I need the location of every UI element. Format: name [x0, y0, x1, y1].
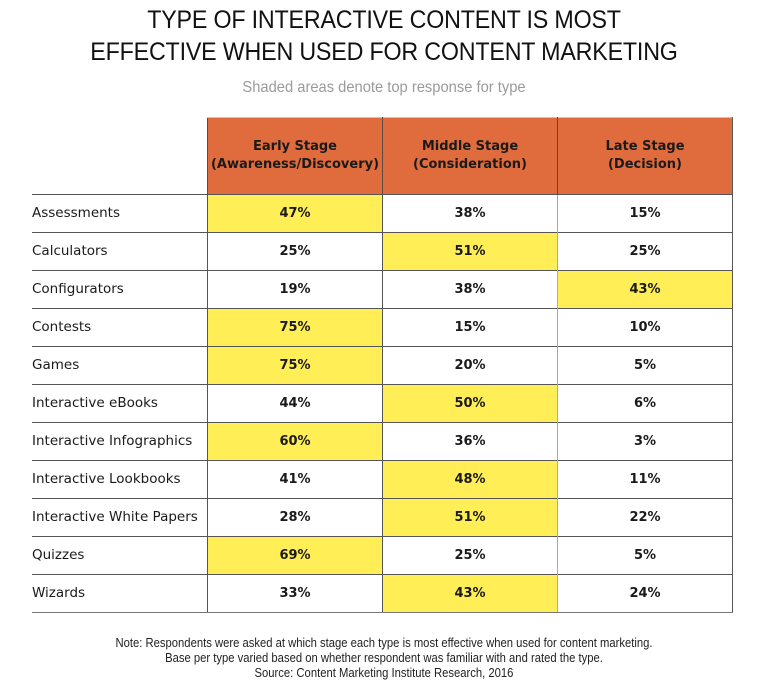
value-cell: 10% — [557, 307, 733, 346]
table-row: Interactive White Papers 28% 51% 22% — [32, 497, 733, 536]
value-cell: 28% — [207, 497, 383, 536]
row-label: Assessments — [32, 193, 208, 232]
value-cell: 44% — [207, 383, 383, 422]
table-row: Interactive eBooks 44% 50% 6% — [32, 383, 733, 422]
footnote-line-1: Note: Respondents were asked at which st… — [115, 636, 653, 650]
value-cell: 3% — [557, 421, 733, 460]
value-cell: 38% — [382, 193, 558, 232]
table-row: Configurators 19% 38% 43% — [32, 269, 733, 308]
table-row: Interactive Lookbooks 41% 48% 11% — [32, 459, 733, 498]
value-cell: 5% — [557, 345, 733, 384]
value-cell-top-response: 43% — [382, 573, 558, 613]
row-label: Wizards — [32, 573, 208, 613]
value-cell-top-response: 43% — [557, 269, 733, 308]
value-cell: 33% — [207, 573, 383, 613]
value-cell: 20% — [382, 345, 558, 384]
column-header-subtitle: (Consideration) — [413, 156, 527, 172]
value-cell: 11% — [557, 459, 733, 498]
row-label: Games — [32, 345, 208, 384]
row-label: Interactive White Papers — [32, 497, 208, 536]
header-corner — [32, 117, 208, 194]
value-cell: 6% — [557, 383, 733, 422]
results-table: Early Stage (Awareness/Discovery) Middle… — [32, 117, 733, 613]
value-cell-top-response: 47% — [207, 193, 383, 232]
value-cell: 5% — [557, 535, 733, 574]
footnote: Note: Respondents were asked at which st… — [38, 636, 729, 681]
value-cell: 41% — [207, 459, 383, 498]
value-cell: 19% — [207, 269, 383, 308]
title-line-2: EFFECTIVE WHEN USED FOR CONTENT MARKETIN… — [90, 38, 678, 66]
value-cell-top-response: 60% — [207, 421, 383, 460]
table-body: Assessments 47% 38% 15% Calculators 25% 51% 25%… — [32, 193, 733, 613]
table-row: Interactive Infographics 60% 36% 3% — [32, 421, 733, 460]
value-cell-top-response: 75% — [207, 307, 383, 346]
footnote-line-2: Base per type varied based on whether re… — [165, 651, 603, 665]
value-cell: 22% — [557, 497, 733, 536]
value-cell: 38% — [382, 269, 558, 308]
header-row: Early Stage (Awareness/Discovery) Middle… — [32, 117, 733, 194]
value-cell-top-response: 69% — [207, 535, 383, 574]
value-cell: 25% — [207, 231, 383, 270]
title-line-1: TYPE OF INTERACTIVE CONTENT IS MOST — [147, 6, 621, 34]
table-row: Assessments 47% 38% 15% — [32, 193, 733, 232]
row-label: Contests — [32, 307, 208, 346]
column-header-middle-stage: Middle Stage (Consideration) — [382, 117, 558, 194]
row-label: Quizzes — [32, 535, 208, 574]
column-header-late-stage: Late Stage (Decision) — [557, 117, 733, 194]
column-header-subtitle: (Awareness/Discovery) — [210, 156, 380, 172]
value-cell-top-response: 48% — [382, 459, 558, 498]
row-label: Calculators — [32, 231, 208, 270]
column-header-subtitle: (Decision) — [607, 156, 683, 172]
table-row: Wizards 33% 43% 24% — [32, 573, 733, 613]
value-cell: 15% — [382, 307, 558, 346]
table-row: Games 75% 20% 5% — [32, 345, 733, 384]
row-label: Interactive eBooks — [32, 383, 208, 422]
value-cell: 25% — [382, 535, 558, 574]
value-cell-top-response: 51% — [382, 231, 558, 270]
footnote-source: Source: Content Marketing Institute Rese… — [254, 666, 514, 680]
table-row: Contests 75% 15% 10% — [32, 307, 733, 346]
column-header-title: Middle Stage — [421, 138, 519, 154]
column-header-title: Late Stage — [605, 138, 685, 154]
column-header-title: Early Stage — [253, 138, 337, 154]
row-label: Interactive Lookbooks — [32, 459, 208, 498]
value-cell: 24% — [557, 573, 733, 613]
value-cell: 25% — [557, 231, 733, 270]
table-row: Quizzes 69% 25% 5% — [32, 535, 733, 574]
value-cell: 15% — [557, 193, 733, 232]
value-cell-top-response: 75% — [207, 345, 383, 384]
table-row: Calculators 25% 51% 25% — [32, 231, 733, 270]
chart-title: TYPE OF INTERACTIVE CONTENT IS MOST EFFE… — [27, 4, 741, 68]
row-label: Interactive Infographics — [32, 421, 208, 460]
value-cell-top-response: 50% — [382, 383, 558, 422]
value-cell: 36% — [382, 421, 558, 460]
column-header-early-stage: Early Stage (Awareness/Discovery) — [207, 117, 383, 194]
chart-subtitle: Shaded areas denote top response for typ… — [242, 79, 526, 96]
value-cell-top-response: 51% — [382, 497, 558, 536]
row-label: Configurators — [32, 269, 208, 308]
